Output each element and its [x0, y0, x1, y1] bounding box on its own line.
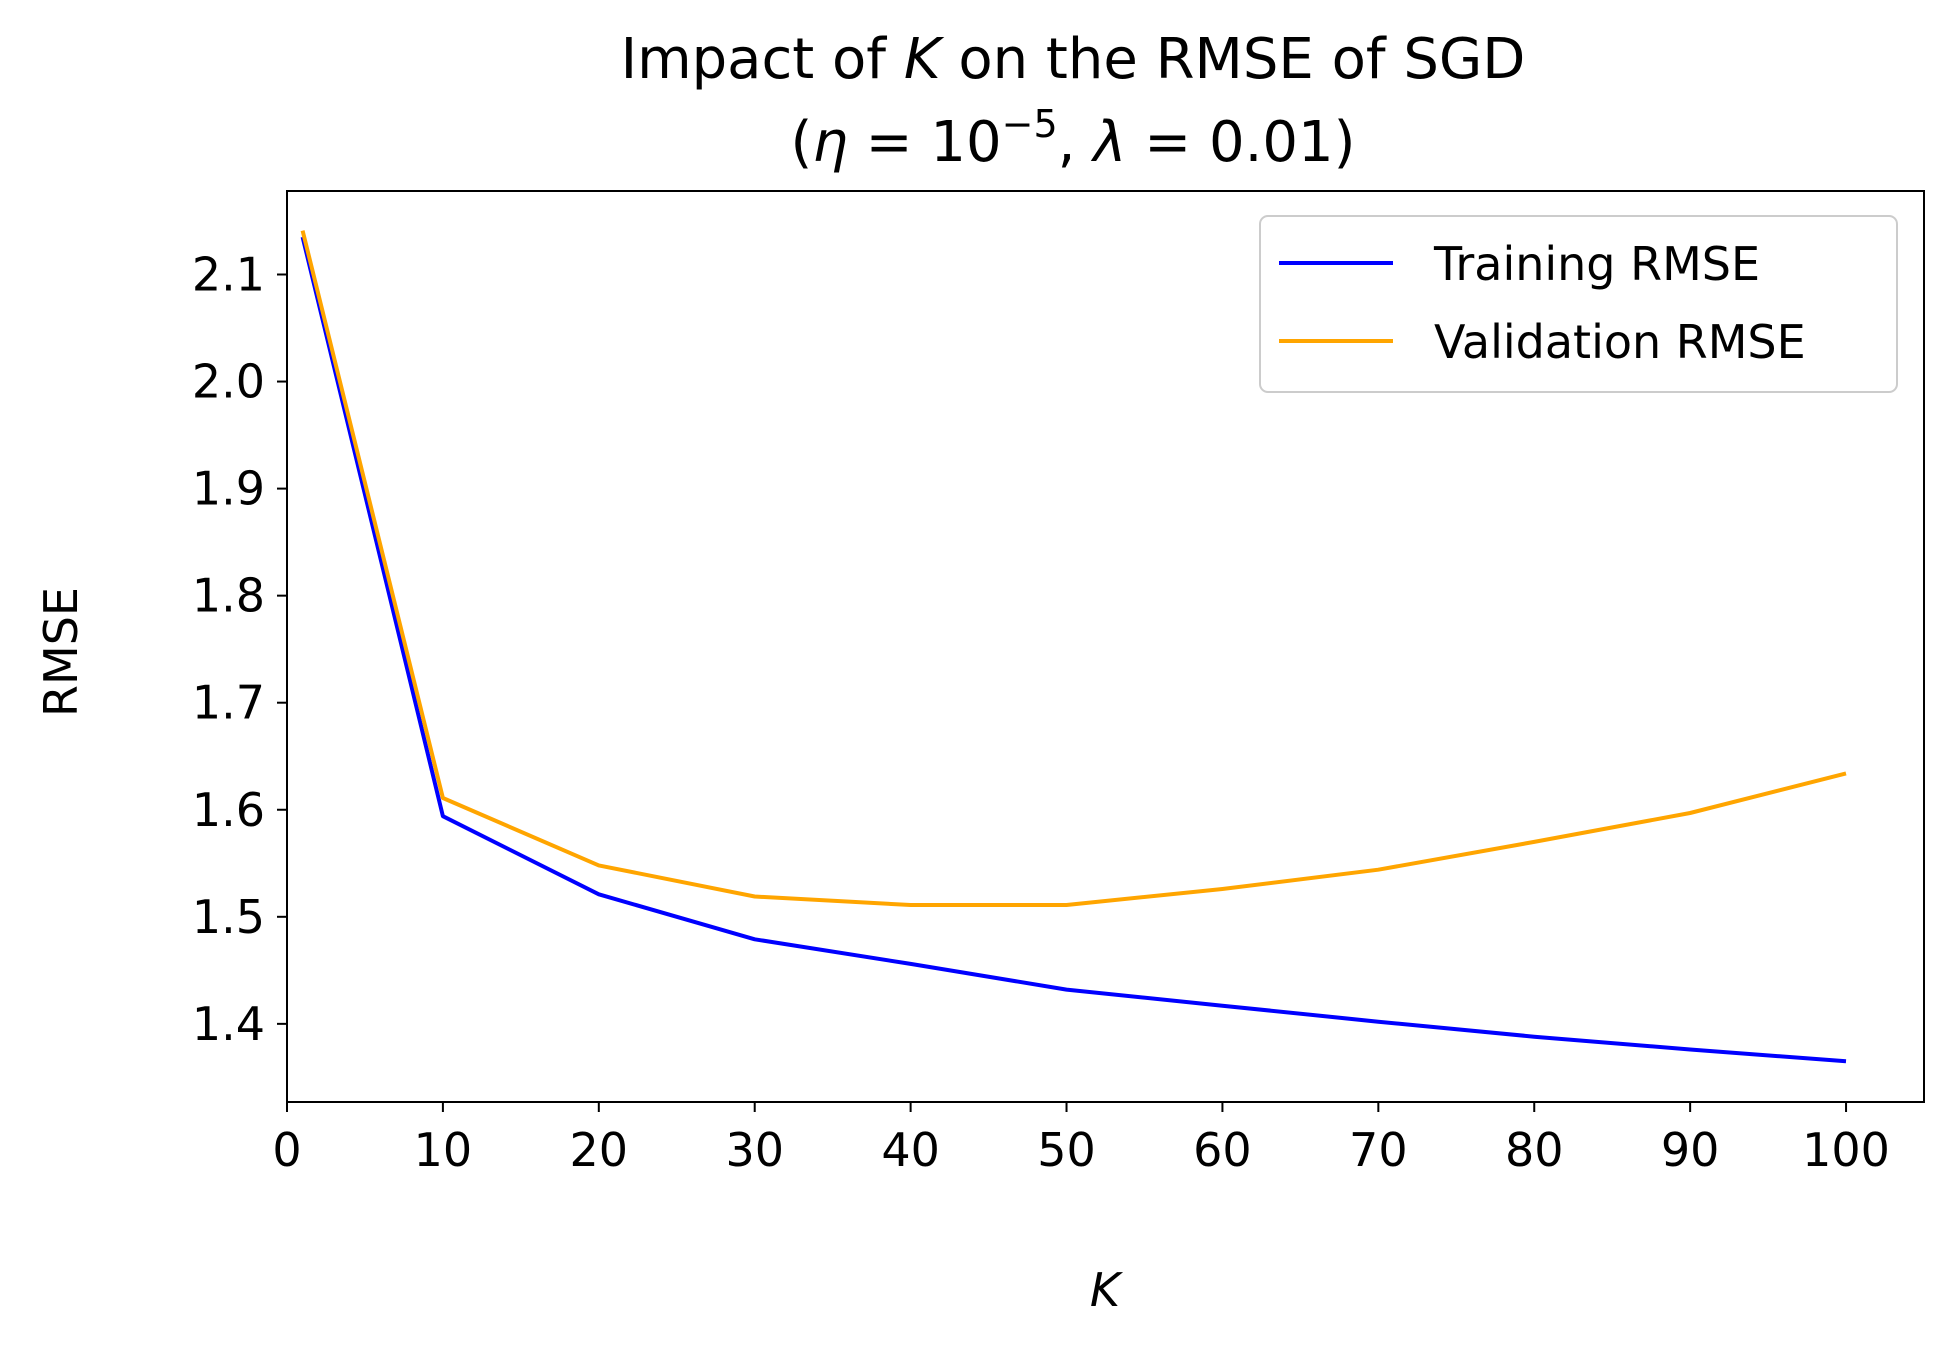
- y-tick-label: 1.9: [192, 462, 265, 516]
- chart-title: Impact of K on the RMSE of SGD: [621, 27, 1526, 92]
- x-tick-label: 20: [570, 1123, 629, 1177]
- x-tick-label: 50: [1037, 1123, 1096, 1177]
- legend: Training RMSE Validation RMSE: [1259, 215, 1898, 393]
- x-tick-label: 60: [1193, 1123, 1252, 1177]
- series-layer: [300, 230, 1847, 1064]
- legend-box: [1259, 215, 1898, 393]
- y-tick-label: 1.7: [192, 676, 265, 730]
- series-line-training: [300, 236, 1847, 1064]
- y-axis-ticks: 1.4 1.5 1.6 1.7 1.8 1.9 2.0 2.1: [192, 247, 287, 1051]
- y-tick-label: 2.1: [192, 247, 265, 301]
- legend-label-training: Training RMSE: [1433, 237, 1760, 291]
- plot-frame: [286, 190, 1925, 1103]
- chart-subtitle: (η = 10−5, λ = 0.01): [791, 102, 1356, 175]
- x-tick-label: 90: [1661, 1123, 1720, 1177]
- x-tick-label: 100: [1802, 1123, 1890, 1177]
- x-tick-label: 0: [272, 1123, 301, 1177]
- x-axis-ticks: 0 10 20 30 40 50 60 70 80 90 100: [272, 1102, 1890, 1177]
- y-tick-label: 1.5: [192, 890, 265, 944]
- y-tick-label: 1.4: [192, 997, 265, 1051]
- series-line-validation: [300, 230, 1847, 907]
- y-tick-label: 2.0: [192, 355, 265, 409]
- y-tick-label: 1.8: [192, 569, 265, 623]
- legend-label-validation: Validation RMSE: [1434, 315, 1806, 369]
- x-axis-label: K: [1090, 1263, 1124, 1317]
- x-tick-label: 30: [725, 1123, 784, 1177]
- x-tick-label: 10: [414, 1123, 473, 1177]
- y-tick-label: 1.6: [192, 783, 265, 837]
- x-tick-label: 40: [881, 1123, 940, 1177]
- x-tick-label: 70: [1349, 1123, 1408, 1177]
- y-axis-label: RMSE: [34, 587, 88, 717]
- x-tick-label: 80: [1505, 1123, 1564, 1177]
